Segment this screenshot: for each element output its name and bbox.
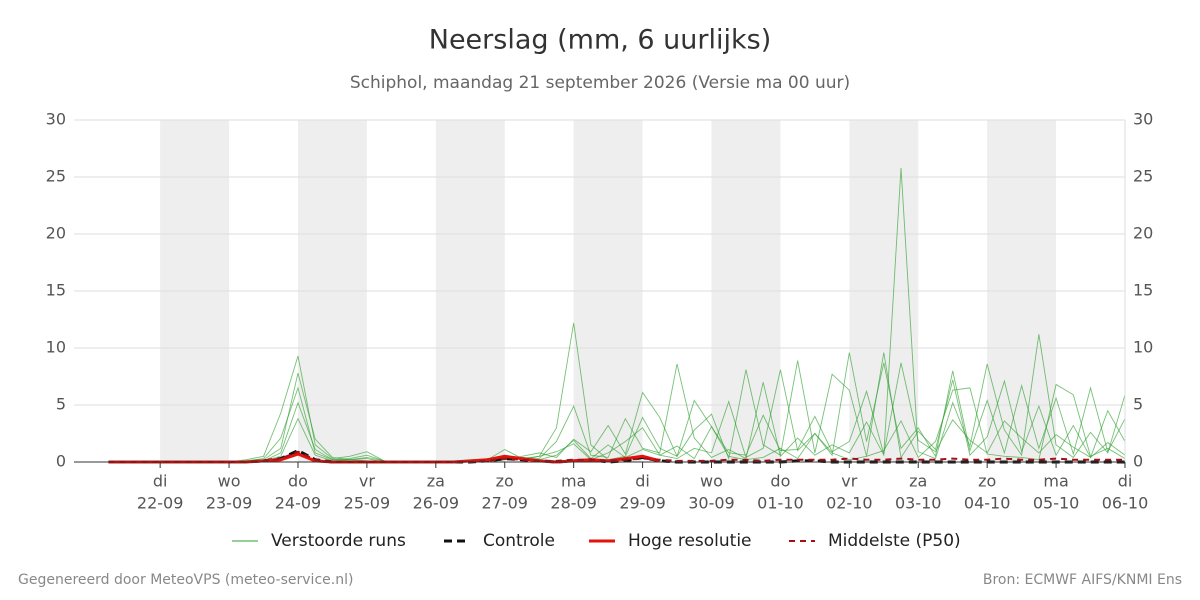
x-tick-weekday: zo <box>978 472 996 491</box>
series-line <box>108 450 1125 463</box>
x-tick-label: 30-09 <box>688 494 735 513</box>
legend-label: Controle <box>483 531 555 551</box>
y2-tick-label: 15 <box>1133 281 1153 300</box>
y2-tick-label: 5 <box>1133 395 1143 414</box>
x-tick-label: 26-09 <box>413 494 460 513</box>
x-tick-weekday: ma <box>561 472 586 491</box>
x-tick-label: 06-10 <box>1102 494 1149 513</box>
x-tick-weekday: za <box>909 472 927 491</box>
ensemble-line <box>108 167 1126 463</box>
x-tick-weekday: zo <box>496 472 514 491</box>
y-tick-label: 25 <box>46 167 66 186</box>
legend: Verstoorde runs Controle Hoge resolutie Mid… <box>232 531 961 551</box>
x-tick-weekday: di <box>635 472 650 491</box>
y-tick-label: 5 <box>56 395 66 414</box>
x-tick-weekday: wo <box>700 472 723 491</box>
y2-tick-label: 25 <box>1133 167 1153 186</box>
chart-title: Neerslag (mm, 6 uurlijks) <box>429 25 771 56</box>
ensemble-line <box>108 322 1126 463</box>
y2-tick-label: 20 <box>1133 224 1153 243</box>
y2-tick-label: 0 <box>1133 452 1143 471</box>
x-tick-weekday: za <box>427 472 445 491</box>
x-tick-label: 25-09 <box>344 494 391 513</box>
axes: 0 0 5 5 10 10 15 15 20 20 25 25 30 30 di 22-09 wo 23-09 do… <box>46 110 1154 513</box>
footer-right: Bron: ECMWF AIFS/KNMI Ens <box>983 572 1182 588</box>
y2-tick-label: 10 <box>1133 338 1153 357</box>
x-tick-label: 24-09 <box>275 494 322 513</box>
legend-label: Verstoorde runs <box>271 531 406 551</box>
x-tick-label: 23-09 <box>206 494 253 513</box>
y-tick-label: 30 <box>46 110 66 129</box>
x-tick-weekday: vr <box>359 472 375 491</box>
x-tick-weekday: di <box>153 472 168 491</box>
chart-subtitle: Schiphol, maandag 21 september 2026 (Ver… <box>350 73 850 93</box>
x-tick-label: 03-10 <box>895 494 942 513</box>
x-tick-label: 05-10 <box>1033 494 1080 513</box>
ensemble-line <box>108 352 1126 463</box>
x-tick-weekday: ma <box>1043 472 1068 491</box>
y-tick-label: 0 <box>56 452 66 471</box>
y-tick-label: 20 <box>46 224 66 243</box>
y-tick-label: 15 <box>46 281 66 300</box>
x-tick-label: 02-10 <box>826 494 873 513</box>
x-tick-label: 27-09 <box>481 494 528 513</box>
x-tick-label: 29-09 <box>619 494 666 513</box>
y2-tick-label: 30 <box>1133 110 1153 129</box>
ensemble-line <box>108 352 1126 463</box>
x-tick-label: 01-10 <box>757 494 804 513</box>
x-tick-weekday: do <box>770 472 790 491</box>
legend-label: Hoge resolutie <box>628 531 752 551</box>
x-tick-weekday: wo <box>218 472 241 491</box>
x-tick-weekday: do <box>288 472 308 491</box>
footer-left: Gegenereerd door MeteoVPS (meteo-service… <box>18 572 353 588</box>
legend-label: Middelste (P50) <box>828 531 961 551</box>
x-tick-weekday: vr <box>841 472 857 491</box>
x-tick-weekday: di <box>1118 472 1133 491</box>
ensemble-line <box>108 362 1126 463</box>
x-tick-label: 28-09 <box>550 494 597 513</box>
y-tick-label: 10 <box>46 338 66 357</box>
x-tick-label: 22-09 <box>137 494 184 513</box>
x-tick-label: 04-10 <box>964 494 1011 513</box>
plot-area <box>108 167 1126 464</box>
